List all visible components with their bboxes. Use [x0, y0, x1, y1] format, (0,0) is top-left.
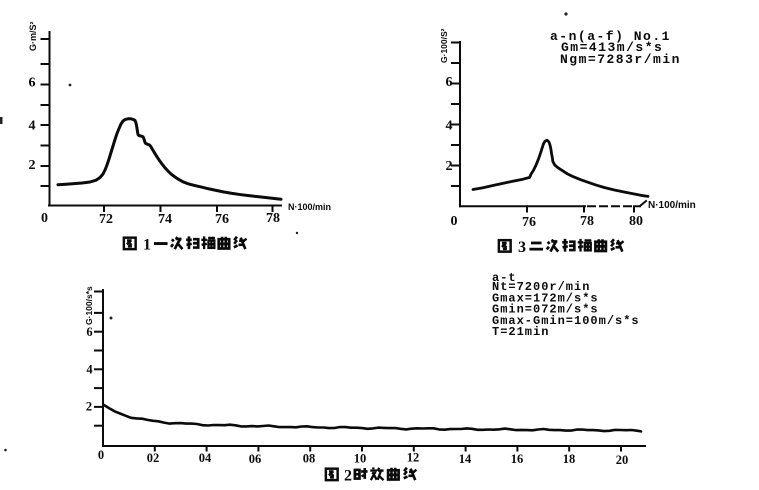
svg-text:0: 0	[98, 448, 104, 462]
svg-text:2: 2	[29, 158, 36, 173]
svg-text:G·100/S²: G·100/S²	[439, 28, 449, 63]
svg-text:6: 6	[446, 75, 453, 90]
svg-text:Ngm=7283r/min: Ngm=7283r/min	[560, 52, 681, 67]
svg-text:76: 76	[215, 212, 229, 227]
svg-text:20: 20	[616, 453, 629, 467]
svg-text:08: 08	[303, 452, 316, 466]
svg-text:04: 04	[199, 451, 212, 465]
svg-text:78: 78	[580, 214, 594, 229]
svg-text:6: 6	[29, 76, 36, 91]
svg-text:02: 02	[147, 451, 160, 465]
svg-text:G·100/s*s: G·100/s*s	[84, 286, 94, 325]
svg-text:3: 3	[518, 239, 526, 256]
svg-text:Gm=413m/s*s: Gm=413m/s*s	[561, 40, 663, 55]
svg-text:76: 76	[522, 215, 536, 230]
svg-text:18: 18	[563, 452, 576, 466]
svg-text:78: 78	[266, 211, 280, 226]
svg-text:4: 4	[446, 119, 453, 134]
svg-text:74: 74	[158, 212, 172, 227]
svg-text:Nt=7200r/min: Nt=7200r/min	[492, 280, 590, 294]
svg-text:N·100/min: N·100/min	[648, 200, 696, 211]
svg-text:a-t: a-t	[492, 271, 517, 285]
svg-text:Gmin=072m/s*s: Gmin=072m/s*s	[492, 303, 599, 317]
svg-text:2: 2	[446, 159, 453, 174]
svg-text:G·m/S²: G·m/S²	[28, 21, 38, 51]
svg-text:Gmax-Gmin=100m/s*s: Gmax-Gmin=100m/s*s	[492, 314, 640, 328]
svg-text:14: 14	[459, 452, 472, 466]
svg-text:Gmax=172m/s*s: Gmax=172m/s*s	[492, 292, 599, 306]
svg-text:0: 0	[41, 211, 48, 226]
svg-text:0: 0	[451, 214, 458, 229]
svg-text:80: 80	[629, 214, 643, 229]
svg-text:N·100/min: N·100/min	[288, 202, 331, 212]
svg-text:T=21min: T=21min	[492, 325, 549, 339]
svg-text:16: 16	[511, 452, 524, 466]
svg-text:06: 06	[249, 452, 262, 466]
svg-text:4: 4	[86, 363, 93, 377]
svg-text:1: 1	[143, 237, 151, 254]
svg-text:6: 6	[86, 325, 92, 339]
svg-text:2: 2	[86, 400, 92, 414]
svg-text:2: 2	[344, 468, 352, 485]
svg-text:10: 10	[354, 452, 367, 466]
svg-text:4: 4	[29, 119, 36, 134]
svg-text:12: 12	[407, 451, 420, 465]
svg-text:a-n(a-f) No.1: a-n(a-f) No.1	[550, 29, 671, 44]
svg-text:72: 72	[99, 212, 113, 227]
